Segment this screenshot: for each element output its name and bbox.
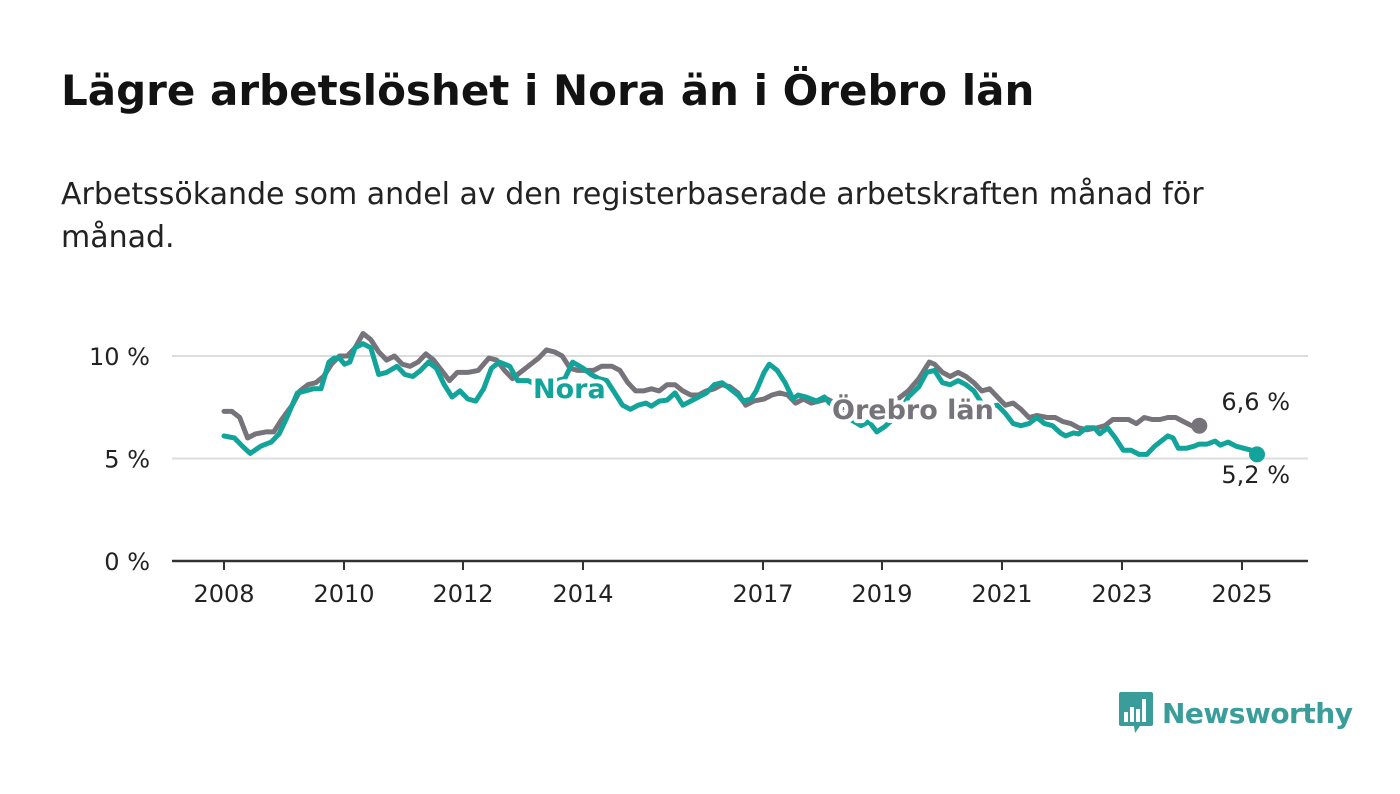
brand-name: Newsworthy [1162,696,1353,730]
newsworthy-bar-chart-icon [1119,692,1153,733]
x-tick-label: 2010 [313,580,374,608]
series-label-nora-halo: Nora [533,374,606,405]
chart-title: Lägre arbetslöshet i Nora än i Örebro lä… [61,66,1035,115]
x-tick-label: 2023 [1091,580,1152,608]
x-axis: 2008 2010 2012 2014 2017 2019 2021 2023 2025 [172,559,1308,608]
gridlines [172,355,1308,460]
x-tick-label: 2014 [552,580,613,608]
newsworthy-brand: Newsworthy [1118,690,1353,736]
y-tick-label: 10 % [89,343,150,371]
series-label-nora-text: Nora [533,374,606,405]
end-label-orebro: 6,6 % [1221,388,1290,416]
series-end-dot-nora [1249,446,1265,463]
x-tick-label: 2012 [432,580,493,608]
series-end-dot-orebro [1191,417,1208,434]
end-label-nora: 5,2 % [1221,461,1290,489]
y-axis-ticks: 0 % 5 % 10 % [89,343,150,576]
series-line-nora [221,341,1260,457]
x-tick-label: 2019 [851,580,912,608]
y-tick-label: 5 % [104,446,150,474]
series-label-orebro-text: Örebro län [832,393,994,426]
y-tick-label: 0 % [104,548,150,576]
chart-subtitle: Arbetssökande som andel av den registerb… [61,177,1204,255]
x-tick-label: 2017 [732,580,793,608]
series-label-orebro-halo: Örebro län [832,393,994,426]
series-lines [221,331,1265,463]
x-tick-label: 2008 [193,580,254,608]
x-tick-label: 2025 [1211,580,1272,608]
x-tick-label: 2021 [971,580,1032,608]
